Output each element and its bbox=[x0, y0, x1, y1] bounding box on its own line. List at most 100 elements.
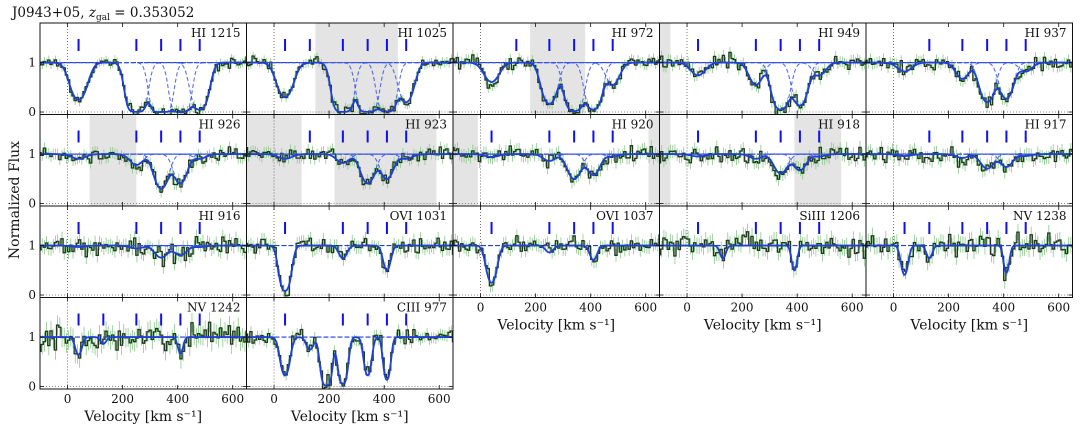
flux-histogram bbox=[659, 146, 866, 180]
model-fit-line bbox=[246, 336, 453, 387]
component-profile bbox=[659, 62, 866, 76]
component-profile bbox=[246, 62, 453, 103]
model-fit-line bbox=[866, 153, 1073, 170]
panel-label: SiIII 1206 bbox=[799, 209, 860, 223]
component-profile bbox=[659, 62, 866, 76]
panel: NV 1238 0 200 400 600 Velocity [km s⁻¹] bbox=[865, 205, 1073, 334]
x-tick-label: 200 bbox=[524, 301, 547, 315]
panel-frame bbox=[246, 297, 454, 390]
panel-plot-area bbox=[40, 114, 247, 206]
x-tick-label: 400 bbox=[786, 301, 809, 315]
panel: HI 923 bbox=[246, 114, 454, 207]
model-fit-line bbox=[453, 61, 660, 113]
x-tick-label: 200 bbox=[111, 392, 134, 406]
flux-histogram bbox=[866, 56, 1073, 108]
panel: HI 1025 bbox=[246, 22, 454, 115]
masked-region bbox=[648, 114, 660, 206]
model-fit-line bbox=[40, 336, 247, 356]
panel-label: OVI 1031 bbox=[390, 209, 447, 223]
x-tick-label: 0 bbox=[477, 301, 485, 315]
panel-label: HI 917 bbox=[1025, 118, 1067, 132]
model-fit-line bbox=[866, 244, 1073, 276]
model-fit-line bbox=[659, 153, 866, 175]
y-tick-label: 0 bbox=[28, 288, 36, 302]
flux-histogram bbox=[453, 234, 660, 287]
panel-plot-area bbox=[453, 206, 660, 298]
y-tick-label: 1 bbox=[28, 147, 36, 161]
model-fit-line bbox=[246, 244, 453, 292]
panel-plot-area bbox=[453, 114, 660, 206]
model-fit-line bbox=[453, 153, 660, 180]
panel-grid: HI 1215 0 1 HI 1025 HI 972 HI 949 HI 937 HI 926… bbox=[28, 22, 1073, 425]
panel-plot-area bbox=[866, 206, 1073, 298]
masked-region bbox=[659, 23, 671, 115]
panel: HI 949 bbox=[659, 22, 867, 115]
panel-plot-area bbox=[866, 114, 1073, 206]
y-tick-label: 1 bbox=[28, 330, 36, 344]
x-tick-label: 0 bbox=[270, 392, 278, 406]
masked-region bbox=[453, 114, 478, 206]
x-axis-label: Velocity [km s⁻¹] bbox=[703, 318, 822, 334]
panel: HI 917 bbox=[865, 114, 1073, 207]
figure-title: J0943+05, zgal = 0.353052 bbox=[10, 5, 194, 23]
panel: NV 1242 0 1 0 200 400 600 Velocity [km s⁻¹] bbox=[28, 297, 247, 425]
x-tick-label: 200 bbox=[318, 392, 341, 406]
panel-label: HI 926 bbox=[199, 118, 241, 132]
panel: HI 916 0 1 bbox=[28, 205, 247, 302]
model-fit-line bbox=[659, 244, 866, 272]
x-tick-label: 400 bbox=[373, 392, 396, 406]
model-fit-line bbox=[246, 61, 453, 113]
panel-label: HI 920 bbox=[612, 118, 654, 132]
y-tick-label: 1 bbox=[28, 56, 36, 70]
model-fit-line bbox=[40, 153, 247, 190]
x-tick-label: 0 bbox=[683, 301, 691, 315]
component-profile bbox=[40, 153, 247, 160]
model-fit-line bbox=[659, 61, 866, 111]
x-axis-label: Velocity [km s⁻¹] bbox=[83, 409, 202, 425]
model-fit-line bbox=[40, 61, 247, 113]
x-tick-label: 600 bbox=[1047, 301, 1070, 315]
x-tick-label: 600 bbox=[428, 392, 451, 406]
model-fit-line bbox=[453, 244, 660, 284]
panel: CIII 977 0 200 400 600 Velocity [km s⁻¹] bbox=[246, 297, 454, 425]
panel-plot-area bbox=[453, 23, 660, 115]
flux-histogram bbox=[246, 328, 453, 389]
panel: HI 926 0 1 bbox=[28, 114, 247, 211]
panel-plot-area bbox=[246, 206, 453, 298]
panel-plot-area bbox=[40, 297, 247, 389]
flux-histogram bbox=[659, 51, 866, 115]
panel-frame bbox=[865, 205, 1073, 298]
x-axis-label: Velocity [km s⁻¹] bbox=[290, 409, 409, 425]
panel: HI 920 bbox=[452, 114, 660, 207]
panel-label: HI 949 bbox=[818, 26, 860, 40]
panel-label: HI 918 bbox=[818, 118, 860, 132]
panel-label: NV 1242 bbox=[187, 301, 241, 315]
y-tick-label: 0 bbox=[28, 105, 36, 119]
component-profile bbox=[246, 153, 453, 160]
x-tick-label: 400 bbox=[992, 301, 1015, 315]
panel-label: OVI 1037 bbox=[596, 209, 653, 223]
panel: SiIII 1206 0 200 400 600 Velocity [km s⁻¹] bbox=[659, 205, 867, 334]
flux-histogram bbox=[659, 231, 866, 270]
x-axis-label: Velocity [km s⁻¹] bbox=[909, 318, 1028, 334]
model-fit-line bbox=[866, 61, 1073, 103]
model-fit-line bbox=[246, 153, 453, 185]
x-tick-label: 400 bbox=[166, 392, 189, 406]
y-tick-label: 1 bbox=[28, 239, 36, 253]
panel-plot-area bbox=[246, 23, 453, 115]
flux-histogram bbox=[40, 235, 247, 268]
panel-label: CIII 977 bbox=[397, 301, 447, 315]
y-tick-label: 0 bbox=[28, 380, 36, 394]
x-tick-label: 400 bbox=[579, 301, 602, 315]
x-tick-label: 0 bbox=[890, 301, 898, 315]
panel-plot-area bbox=[866, 23, 1073, 115]
panel-plot-area bbox=[40, 23, 247, 115]
y-tick-label: 0 bbox=[28, 197, 36, 211]
panel: OVI 1037 0 200 400 600 Velocity [km s⁻¹] bbox=[452, 205, 660, 334]
x-axis-label: Velocity [km s⁻¹] bbox=[496, 318, 615, 334]
model-fit-line bbox=[40, 244, 247, 259]
panel-plot-area bbox=[659, 206, 866, 298]
panel-plot-area bbox=[659, 114, 866, 206]
panel: HI 937 bbox=[865, 22, 1073, 115]
panel-plot-area bbox=[40, 206, 247, 298]
